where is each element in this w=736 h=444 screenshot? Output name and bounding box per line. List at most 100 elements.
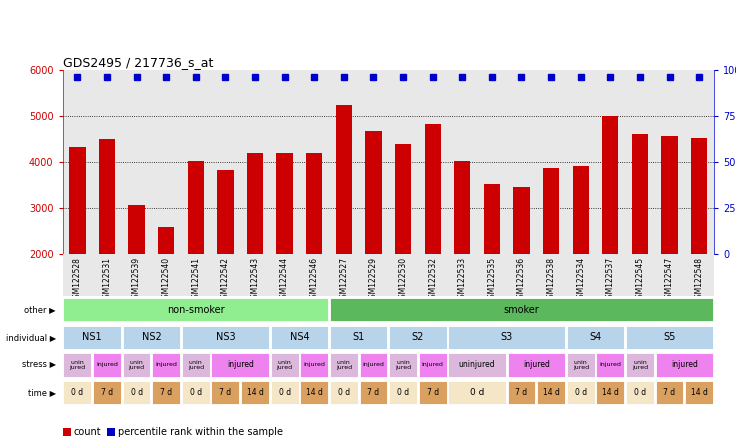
Bar bbox=[217, 170, 233, 254]
Text: 7 d: 7 d bbox=[515, 388, 528, 397]
Bar bbox=[691, 139, 707, 254]
Bar bbox=[247, 153, 263, 254]
Bar bbox=[508, 353, 565, 377]
Text: 0 d: 0 d bbox=[470, 388, 484, 397]
Bar bbox=[395, 144, 411, 254]
Text: individual ▶: individual ▶ bbox=[6, 333, 56, 342]
Bar bbox=[211, 381, 239, 404]
Bar bbox=[123, 353, 150, 377]
Text: NS3: NS3 bbox=[216, 333, 236, 342]
Text: GSM122545: GSM122545 bbox=[635, 258, 645, 303]
Bar bbox=[425, 124, 441, 254]
Text: GSM122536: GSM122536 bbox=[517, 258, 526, 303]
Text: GSM122530: GSM122530 bbox=[398, 258, 408, 303]
Text: GSM122532: GSM122532 bbox=[428, 258, 437, 303]
Text: GSM122543: GSM122543 bbox=[250, 258, 260, 303]
Text: 7 d: 7 d bbox=[101, 388, 113, 397]
Bar bbox=[389, 326, 447, 349]
Bar bbox=[330, 381, 358, 404]
Bar bbox=[63, 428, 71, 436]
Text: GSM122537: GSM122537 bbox=[606, 258, 615, 303]
Text: S2: S2 bbox=[411, 333, 424, 342]
Text: NS2: NS2 bbox=[141, 333, 161, 342]
Text: 7 d: 7 d bbox=[160, 388, 172, 397]
Text: injured: injured bbox=[671, 361, 698, 369]
Text: 7 d: 7 d bbox=[663, 388, 676, 397]
Bar bbox=[152, 353, 180, 377]
Bar bbox=[508, 381, 535, 404]
Bar bbox=[631, 134, 648, 254]
Text: injured: injured bbox=[227, 361, 254, 369]
Bar bbox=[419, 381, 447, 404]
Text: 0 d: 0 d bbox=[397, 388, 409, 397]
Text: GSM122529: GSM122529 bbox=[369, 258, 378, 303]
Text: GSM122548: GSM122548 bbox=[695, 258, 704, 303]
Bar bbox=[63, 353, 91, 377]
Bar bbox=[389, 381, 417, 404]
Bar bbox=[537, 381, 565, 404]
Bar bbox=[93, 353, 121, 377]
Bar bbox=[567, 353, 595, 377]
Bar bbox=[182, 326, 269, 349]
Text: S4: S4 bbox=[590, 333, 601, 342]
Text: count: count bbox=[74, 427, 102, 437]
Bar bbox=[271, 381, 299, 404]
Text: 0 d: 0 d bbox=[190, 388, 202, 397]
Bar bbox=[300, 353, 328, 377]
Text: injured: injured bbox=[523, 361, 550, 369]
Bar bbox=[626, 381, 654, 404]
Text: GSM122535: GSM122535 bbox=[487, 258, 496, 303]
Text: 14 d: 14 d bbox=[305, 388, 322, 397]
Bar bbox=[602, 116, 618, 254]
Bar bbox=[336, 105, 352, 254]
Text: GSM122544: GSM122544 bbox=[280, 258, 289, 303]
Bar bbox=[63, 298, 328, 321]
Text: GSM122531: GSM122531 bbox=[102, 258, 111, 303]
Bar bbox=[656, 353, 713, 377]
Text: unin
jured: unin jured bbox=[395, 360, 411, 370]
Text: GSM122541: GSM122541 bbox=[191, 258, 200, 303]
Bar bbox=[123, 326, 180, 349]
Text: GSM122546: GSM122546 bbox=[310, 258, 319, 303]
Text: uninjured: uninjured bbox=[459, 361, 495, 369]
Bar bbox=[685, 381, 713, 404]
Text: 0 d: 0 d bbox=[338, 388, 350, 397]
Bar bbox=[662, 136, 678, 254]
Text: time ▶: time ▶ bbox=[28, 388, 56, 397]
Text: injured: injured bbox=[599, 362, 621, 368]
Bar bbox=[626, 326, 713, 349]
Text: GSM122540: GSM122540 bbox=[162, 258, 171, 303]
Text: injured: injured bbox=[422, 362, 444, 368]
Bar bbox=[158, 227, 174, 254]
Bar bbox=[596, 381, 624, 404]
Bar bbox=[330, 353, 358, 377]
Bar bbox=[107, 428, 115, 436]
Text: NS4: NS4 bbox=[289, 333, 309, 342]
Text: unin
jured: unin jured bbox=[336, 360, 352, 370]
Text: GSM122533: GSM122533 bbox=[458, 258, 467, 303]
Text: smoker: smoker bbox=[503, 305, 539, 315]
Text: percentile rank within the sample: percentile rank within the sample bbox=[118, 427, 283, 437]
Bar bbox=[448, 353, 506, 377]
Bar bbox=[63, 381, 91, 404]
Text: unin
jured: unin jured bbox=[631, 360, 648, 370]
Text: injured: injured bbox=[303, 362, 325, 368]
Bar bbox=[306, 153, 322, 254]
Bar bbox=[277, 153, 293, 254]
Bar bbox=[543, 168, 559, 254]
Text: unin
jured: unin jured bbox=[277, 360, 293, 370]
Text: GSM122542: GSM122542 bbox=[221, 258, 230, 303]
Text: injured: injured bbox=[96, 362, 118, 368]
Text: GSM122539: GSM122539 bbox=[132, 258, 141, 303]
Bar bbox=[69, 147, 85, 254]
Bar bbox=[330, 298, 713, 321]
Bar bbox=[656, 381, 684, 404]
Bar bbox=[182, 381, 210, 404]
Text: GDS2495 / 217736_s_at: GDS2495 / 217736_s_at bbox=[63, 56, 213, 68]
Bar bbox=[365, 131, 381, 254]
Text: 14 d: 14 d bbox=[247, 388, 263, 397]
Text: 0 d: 0 d bbox=[634, 388, 646, 397]
Text: GSM122547: GSM122547 bbox=[665, 258, 674, 303]
Bar bbox=[359, 381, 387, 404]
Text: 7 d: 7 d bbox=[367, 388, 380, 397]
